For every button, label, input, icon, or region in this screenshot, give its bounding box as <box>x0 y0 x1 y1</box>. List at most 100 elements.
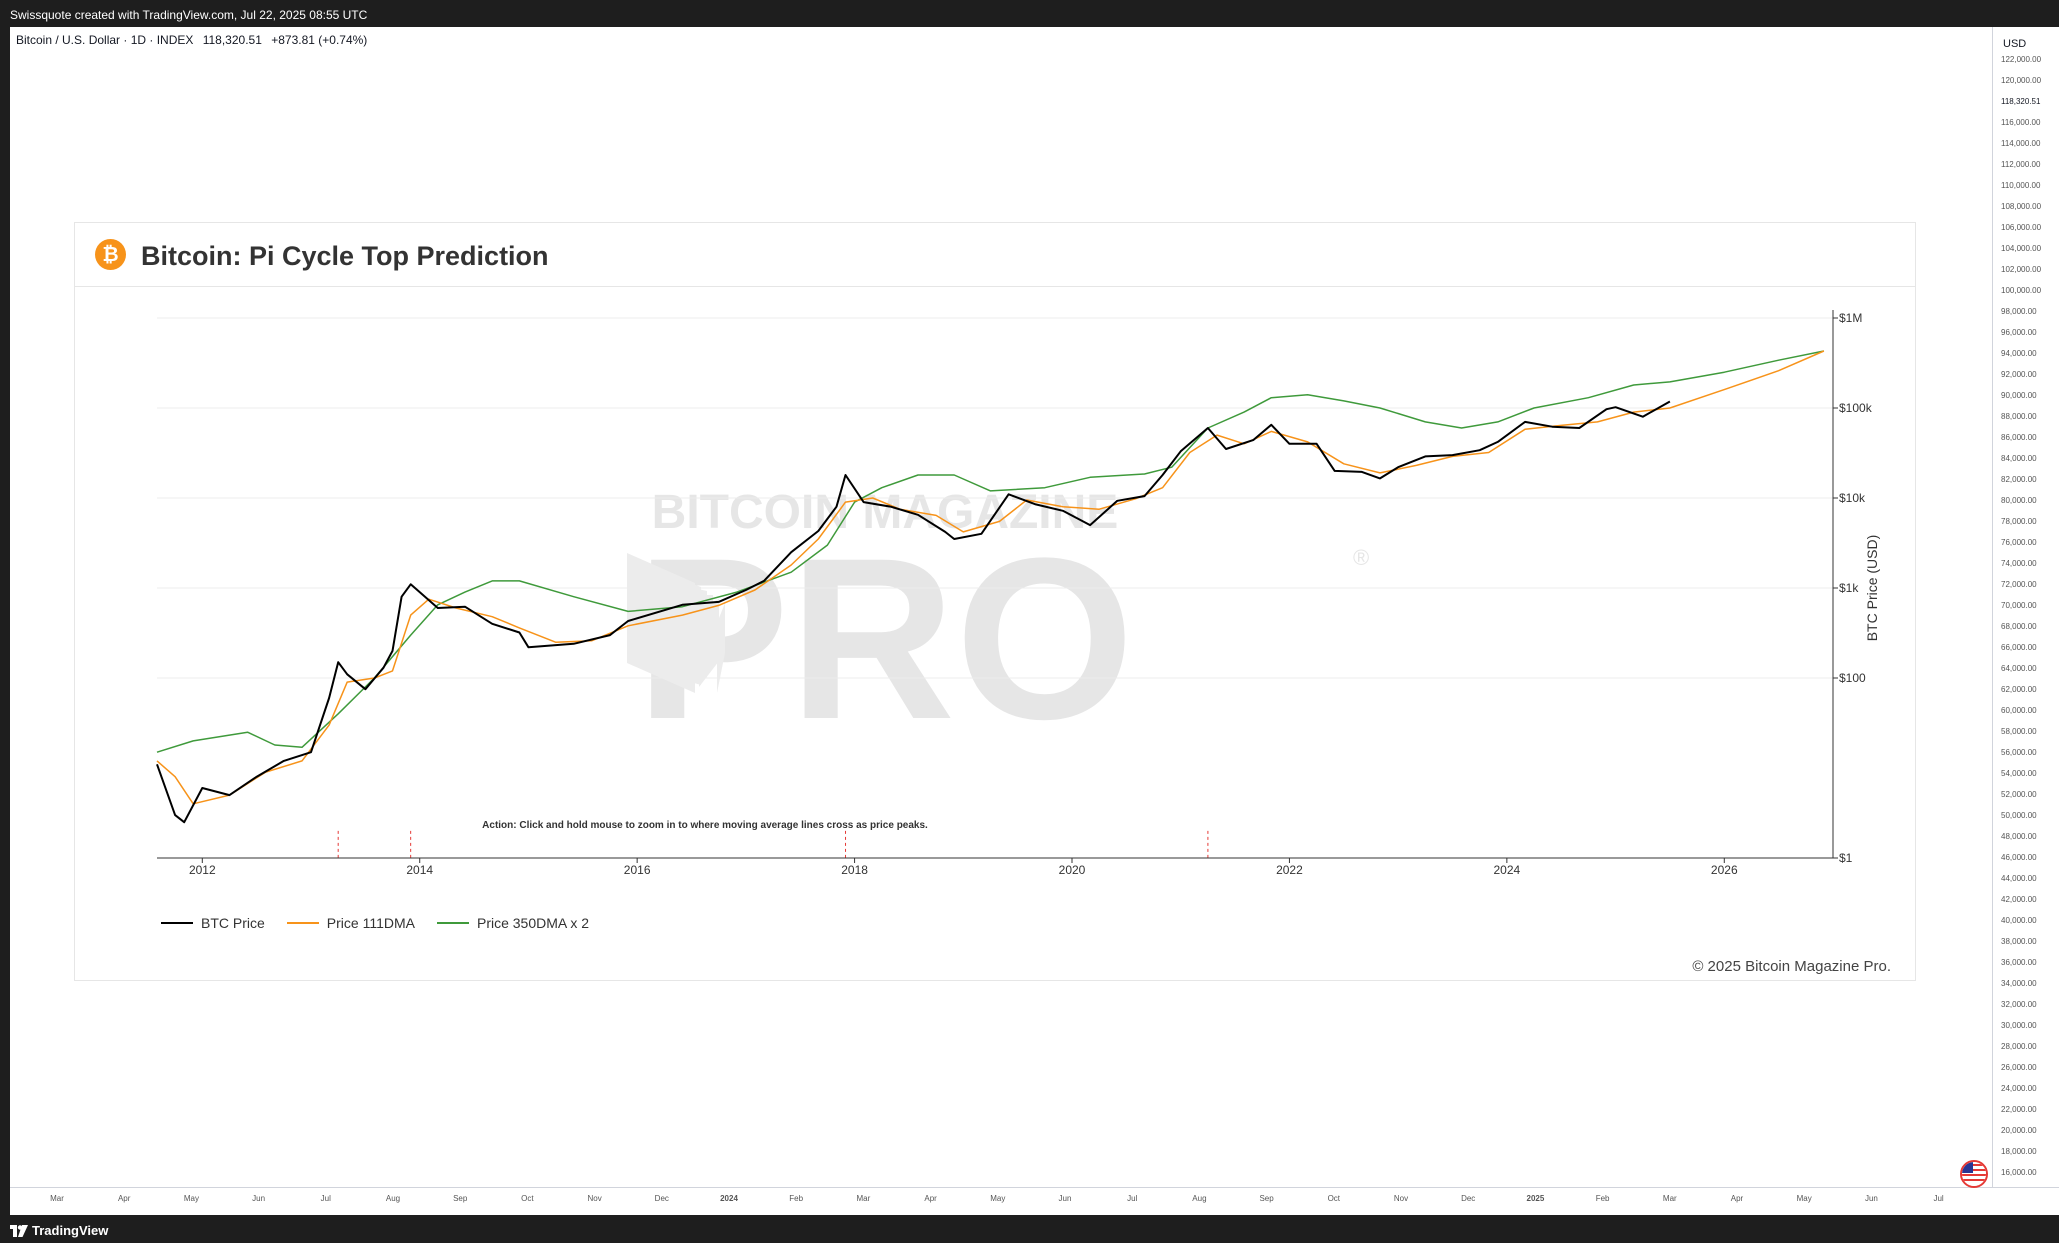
price-axis-label: 58,000.00 <box>2001 727 2037 736</box>
price-axis-label: 70,000.00 <box>2001 601 2037 610</box>
legend-swatch-btc <box>161 922 193 924</box>
x-tick-label: 2012 <box>189 863 216 877</box>
symbol-info: Bitcoin / U.S. Dollar · 1D · INDEX 118,3… <box>16 33 367 47</box>
price-axis-label: 62,000.00 <box>2001 685 2037 694</box>
price-axis-label: 18,000.00 <box>2001 1147 2037 1156</box>
price-axis-label: 60,000.00 <box>2001 706 2037 715</box>
footer-bar: TradingView <box>0 1215 2059 1243</box>
time-axis-label: Mar <box>1663 1194 1677 1203</box>
price-axis-label: 82,000.00 <box>2001 475 2037 484</box>
time-axis-label: Nov <box>1394 1194 1408 1203</box>
x-tick-label: 2024 <box>1494 863 1521 877</box>
embedded-chart-card: ₿ Bitcoin: Pi Cycle Top Prediction BITCO… <box>74 222 1916 981</box>
y-tick-label: $1k <box>1839 581 1859 595</box>
watermark-registered-mark: ® <box>1353 545 1369 570</box>
cross-markers <box>337 830 1209 858</box>
x-tick-label: 2014 <box>406 863 433 877</box>
series-line-btc-price[interactable] <box>156 400 1671 824</box>
price-axis-label: 88,000.00 <box>2001 412 2037 421</box>
time-axis-label: Feb <box>1596 1194 1610 1203</box>
card-header: ₿ Bitcoin: Pi Cycle Top Prediction <box>75 223 1915 287</box>
price-axis-label: 76,000.00 <box>2001 538 2037 547</box>
price-axis-label: 100,000.00 <box>2001 286 2042 295</box>
time-axis-label: May <box>990 1194 1005 1203</box>
time-axis-label: Dec <box>655 1194 669 1203</box>
tradingview-logo[interactable]: TradingView <box>10 1223 108 1238</box>
price-axis-label: 36,000.00 <box>2001 958 2037 967</box>
price-axis-label: 30,000.00 <box>2001 1021 2037 1030</box>
x-tick-label: 2026 <box>1711 863 1738 877</box>
time-axis-label: Oct <box>1328 1194 1341 1203</box>
price-axis-label: 44,000.00 <box>2001 874 2037 883</box>
time-axis-svg: Mar Apr May Jun Jul Aug Sep Oct Nov Dec 2024 Feb Mar… <box>50 1194 1944 1203</box>
legend: BTC Price Price 111DMA Price 350DMA x 2 <box>161 915 589 931</box>
time-axis-label: Feb <box>789 1194 803 1203</box>
time-axis-label: Jul <box>1127 1194 1137 1203</box>
legend-swatch-111dma <box>286 922 319 924</box>
price-axis-label: 20,000.00 <box>2001 1126 2037 1135</box>
price-axis-label: 46,000.00 <box>2001 853 2037 862</box>
price-axis-label: 52,000.00 <box>2001 790 2037 799</box>
series-line-price-350dma-x2[interactable] <box>156 350 1825 753</box>
y-tick-label: $1M <box>1839 311 1862 325</box>
time-axis-label: 2024 <box>720 1194 738 1203</box>
price-axis-label: 74,000.00 <box>2001 559 2037 568</box>
price-axis-label: 110,000.00 <box>2001 181 2041 190</box>
y-tick-label: $10k <box>1839 491 1866 505</box>
watermark-top-text: BITCOIN MAGAZINE <box>652 486 1119 539</box>
y-tick-label: $1 <box>1839 851 1853 865</box>
price-axis-label: 86,000.00 <box>2001 433 2037 442</box>
price-axis-label: 40,000.00 <box>2001 916 2037 925</box>
x-tick-label: 2016 <box>624 863 651 877</box>
x-tick-label: 2020 <box>1059 863 1086 877</box>
price-axis-label: 102,000.00 <box>2001 265 2042 274</box>
chart-axes: $1 $100 $1k $10k $100k $1M 2012 2014 2016 2018 202… <box>157 310 1880 877</box>
price-axis-label: 64,000.00 <box>2001 664 2037 673</box>
watermark-logo-bar <box>717 603 725 693</box>
legend-item-111dma[interactable]: Price 111DMA <box>286 915 415 931</box>
legend-item-btc-price[interactable]: BTC Price <box>161 915 265 931</box>
legend-label-350dma: Price 350DMA x 2 <box>476 915 590 931</box>
grid-lines <box>157 317 1833 679</box>
y-tick-label: $100k <box>1839 401 1873 415</box>
price-axis-label: 96,000.00 <box>2001 328 2037 337</box>
price-axis-label: 92,000.00 <box>2001 370 2037 379</box>
card-title: Bitcoin: Pi Cycle Top Prediction <box>141 241 549 271</box>
flag-svg <box>1962 1162 1986 1186</box>
price-axis-label: 32,000.00 <box>2001 1000 2037 1009</box>
time-axis-label: Jul <box>1933 1194 1943 1203</box>
tradingview-logo-icon <box>10 1224 28 1237</box>
price-axis-label: 26,000.00 <box>2001 1063 2037 1072</box>
price-axis-label: 114,000.00 <box>2001 139 2041 148</box>
time-axis-label: Oct <box>521 1194 534 1203</box>
chart-annotation: Action: Click and hold mouse to zoom in … <box>482 820 928 831</box>
price-axis-label: 122,000.00 <box>2001 55 2042 64</box>
price-axis-label: 24,000.00 <box>2001 1084 2037 1093</box>
symbol-name[interactable]: Bitcoin / U.S. Dollar · 1D · INDEX <box>16 33 194 47</box>
tradingview-brand: TradingView <box>32 1223 109 1238</box>
time-axis-label: May <box>1797 1194 1812 1203</box>
price-axis[interactable]: USD 122,000.00 120,000.00 118,320.51 116,000… <box>1992 27 2059 1187</box>
series-layer <box>156 350 1825 824</box>
series-line-price-111dma[interactable] <box>156 350 1825 805</box>
price-axis-label: 54,000.00 <box>2001 769 2037 778</box>
us-flag-icon[interactable] <box>1960 1160 1988 1188</box>
price-axis-label: 90,000.00 <box>2001 391 2037 400</box>
time-axis-label: Aug <box>386 1194 400 1203</box>
price-axis-label: 66,000.00 <box>2001 643 2037 652</box>
price-axis-label: 22,000.00 <box>2001 1105 2037 1114</box>
legend-item-350dma[interactable]: Price 350DMA x 2 <box>436 915 590 931</box>
price-axis-label: 94,000.00 <box>2001 349 2037 358</box>
symbol-change: +873.81 (+0.74%) <box>271 33 368 47</box>
time-axis-label: Aug <box>1192 1194 1206 1203</box>
price-axis-label: 78,000.00 <box>2001 517 2037 526</box>
top-bar-text: Swissquote created with TradingView.com,… <box>10 8 368 22</box>
price-axis-label: 34,000.00 <box>2001 979 2037 988</box>
time-axis[interactable]: Mar Apr May Jun Jul Aug Sep Oct Nov Dec 2024 Feb Mar… <box>10 1187 2059 1216</box>
time-axis-label: 2025 <box>1527 1194 1545 1203</box>
time-axis-label: Mar <box>857 1194 871 1203</box>
price-axis-current-label: 118,320.51 <box>2001 97 2041 106</box>
price-axis-label: 42,000.00 <box>2001 895 2037 904</box>
